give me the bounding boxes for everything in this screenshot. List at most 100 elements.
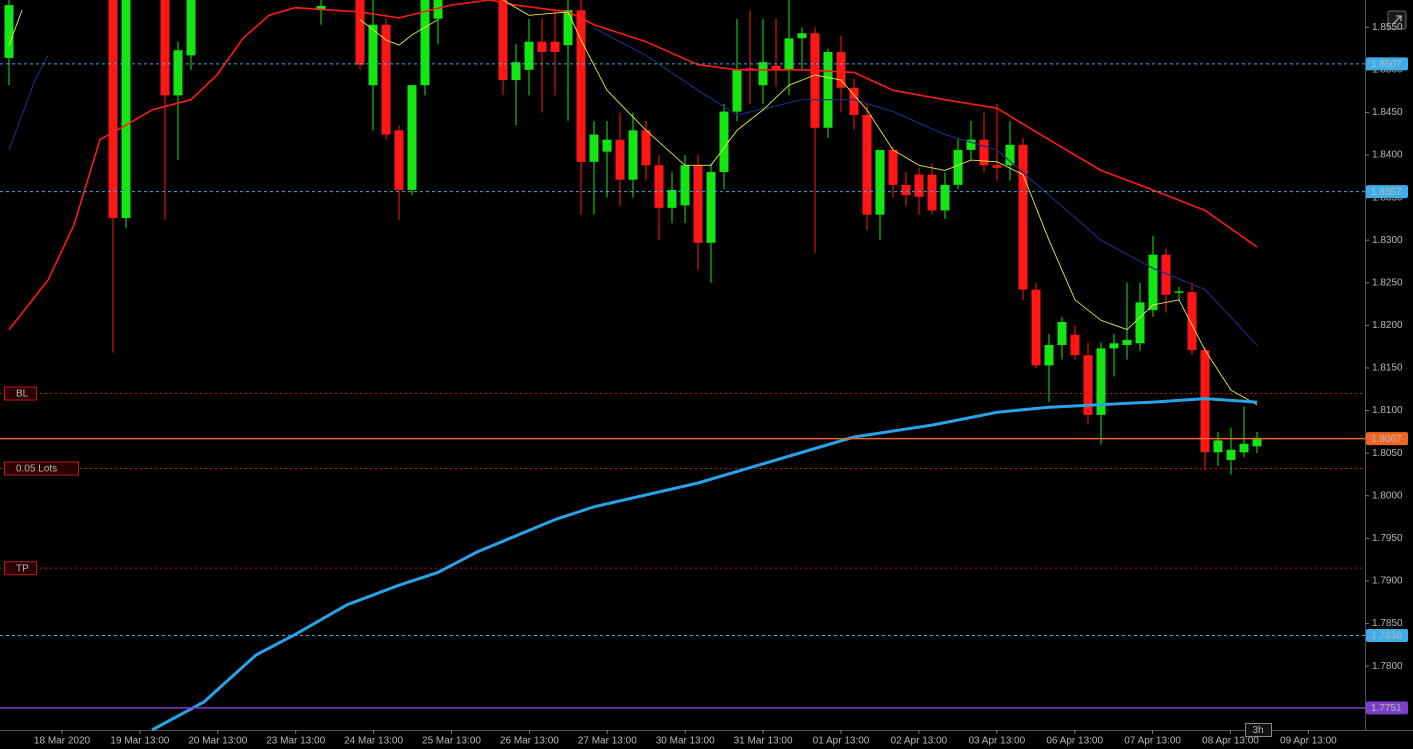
y-tick-label: 1.8250 xyxy=(1372,277,1403,288)
candle-body xyxy=(706,172,716,243)
candle-body xyxy=(693,165,703,243)
x-tick-label: 08 Apr 13:00 xyxy=(1202,736,1259,747)
x-tick-label: 03 Apr 13:00 xyxy=(968,736,1025,747)
x-tick-label: 01 Apr 13:00 xyxy=(813,736,870,747)
price-badge-label: 1.8067 xyxy=(1371,434,1402,445)
x-tick-label: 23 Mar 13:00 xyxy=(266,736,325,747)
candle-body xyxy=(979,139,989,166)
order-tag xyxy=(4,461,79,476)
x-tick-label: 19 Mar 13:00 xyxy=(110,736,169,747)
candle-body xyxy=(927,174,937,211)
candle-body xyxy=(316,5,326,11)
candle-body xyxy=(563,10,573,46)
candle-body xyxy=(1252,437,1262,447)
y-tick-label: 1.8550 xyxy=(1372,22,1403,33)
candle-body xyxy=(615,139,625,180)
price-badge-label: 1.8507 xyxy=(1371,59,1402,70)
candle-body xyxy=(433,0,443,19)
candle-body xyxy=(628,130,638,180)
candle-body xyxy=(186,0,196,56)
candle-body xyxy=(420,0,430,86)
x-tick-label: 27 Mar 13:00 xyxy=(578,736,637,747)
x-tick-label: 06 Apr 13:00 xyxy=(1046,736,1103,747)
candle-body xyxy=(524,41,534,70)
candle-body xyxy=(888,149,898,185)
x-tick-label: 07 Apr 13:00 xyxy=(1124,736,1181,747)
price-badge xyxy=(1366,185,1408,199)
candle-body xyxy=(498,0,508,81)
candle-body xyxy=(160,0,170,96)
candle-body xyxy=(654,165,664,208)
x-tick-label: 25 Mar 13:00 xyxy=(422,736,481,747)
candle-body xyxy=(1122,339,1132,345)
candle-body xyxy=(511,62,521,81)
price-badge xyxy=(1366,701,1408,715)
candle-body xyxy=(758,62,768,86)
candle-body xyxy=(797,33,807,39)
candle-body xyxy=(1109,343,1119,349)
candle-body xyxy=(1018,144,1028,290)
expand-button[interactable] xyxy=(1387,10,1407,30)
expand-icon xyxy=(1392,15,1402,25)
candle-body xyxy=(576,10,586,162)
candle-body xyxy=(1135,302,1145,344)
moving-average xyxy=(8,0,1258,331)
candle-body xyxy=(121,0,131,219)
candle-body xyxy=(784,38,794,70)
y-tick-label: 1.8100 xyxy=(1372,405,1403,416)
x-tick-label: 31 Mar 13:00 xyxy=(734,736,793,747)
x-tick-label: 26 Mar 13:00 xyxy=(500,736,559,747)
candle-body xyxy=(407,85,417,190)
y-tick-label: 1.8150 xyxy=(1372,363,1403,374)
candle-body xyxy=(966,139,976,150)
price-badge-label: 1.7836 xyxy=(1371,631,1402,642)
timeframe-label: 3h xyxy=(1252,725,1263,736)
candle-body xyxy=(1226,449,1236,460)
moving-average xyxy=(8,0,1258,405)
candle-body xyxy=(108,0,118,219)
order-tag xyxy=(4,561,37,576)
price-badge xyxy=(1366,432,1408,446)
order-label: BL xyxy=(16,389,29,400)
timeframe-box xyxy=(1245,723,1272,737)
moving-average xyxy=(151,397,1258,732)
x-tick-label: 30 Mar 13:00 xyxy=(656,736,715,747)
x-tick-label: 09 Apr 13:00 xyxy=(1280,736,1337,747)
candle-body xyxy=(1005,144,1015,166)
candle-body xyxy=(368,24,378,86)
candle-body xyxy=(849,87,859,115)
candle-body xyxy=(589,134,599,162)
y-tick-label: 1.8450 xyxy=(1372,107,1403,118)
candle-body xyxy=(901,184,911,196)
x-tick-label: 02 Apr 13:00 xyxy=(891,736,948,747)
y-tick-label: 1.8000 xyxy=(1372,490,1403,501)
candle-body xyxy=(667,189,677,208)
candle-body xyxy=(394,130,404,190)
candle-body xyxy=(381,24,391,135)
candle-body xyxy=(1044,344,1054,366)
candle-body xyxy=(771,65,781,70)
price-badge-label: 1.8357 xyxy=(1371,187,1402,198)
candle-body xyxy=(4,5,14,58)
order-tag xyxy=(4,386,37,401)
y-tick-label: 1.7950 xyxy=(1372,533,1403,544)
x-tick-label: 18 Mar 2020 xyxy=(34,736,91,747)
candle-body xyxy=(173,50,183,96)
candle-body xyxy=(1070,334,1080,356)
candle-body xyxy=(1083,355,1093,415)
candle-body xyxy=(1057,321,1067,345)
candle-body xyxy=(914,174,924,197)
candle-body xyxy=(1161,254,1171,295)
candle-body xyxy=(1148,254,1158,311)
price-badge xyxy=(1366,628,1408,642)
order-label: 0.05 Lots xyxy=(16,464,57,475)
price-badge-label: 1.7751 xyxy=(1371,703,1402,714)
y-tick-label: 1.8400 xyxy=(1372,150,1403,161)
candle-body xyxy=(1031,289,1041,366)
y-tick-label: 1.8200 xyxy=(1372,320,1403,331)
candle-body xyxy=(953,149,963,185)
x-tick-label: 20 Mar 13:00 xyxy=(188,736,247,747)
